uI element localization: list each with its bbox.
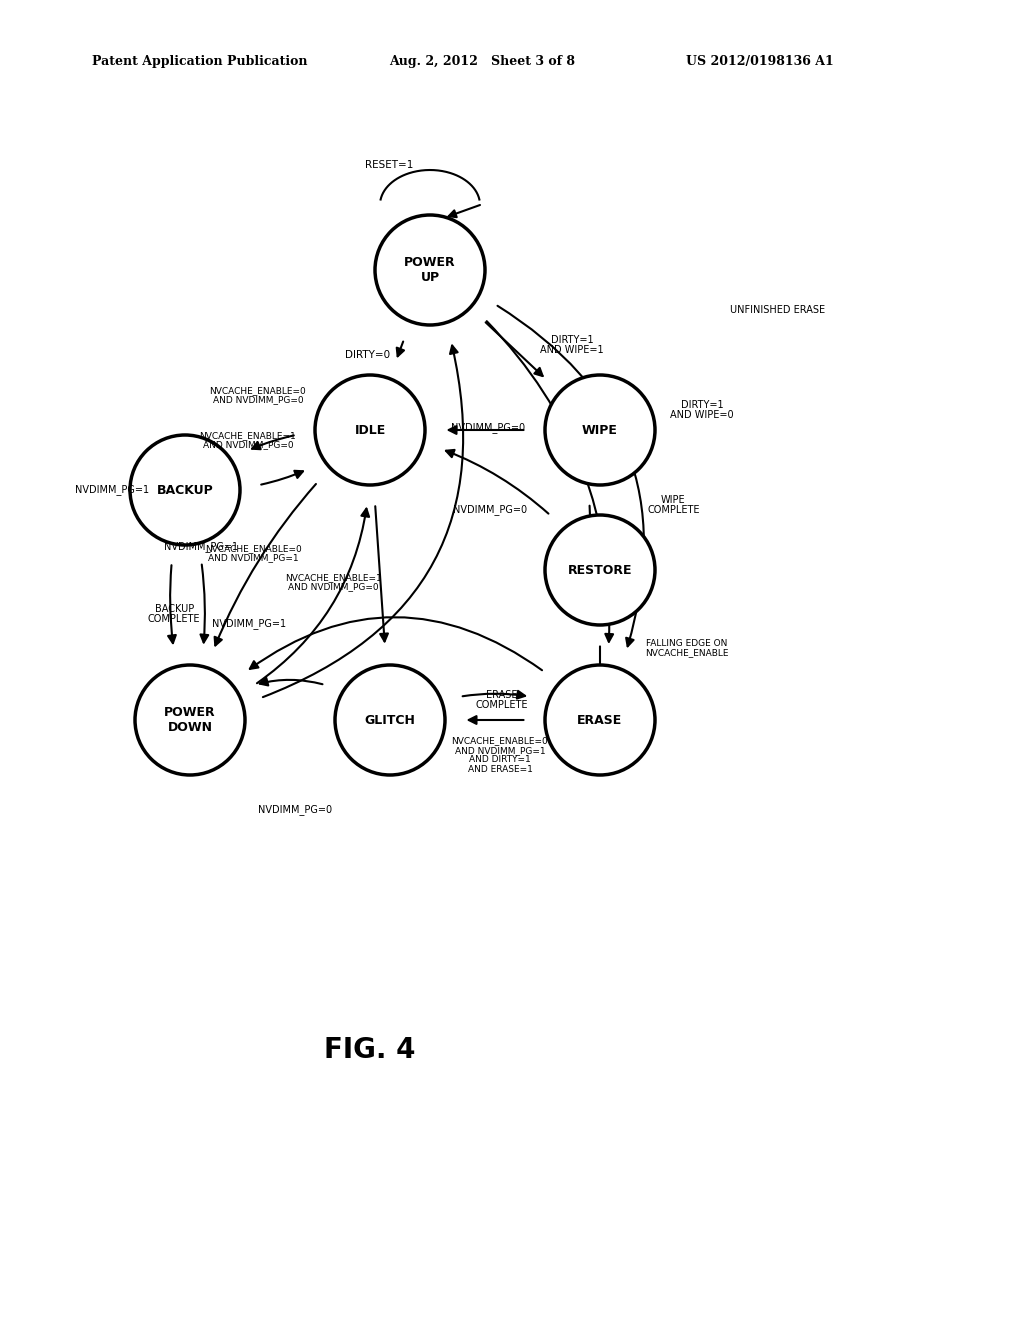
Text: DIRTY=0: DIRTY=0 — [345, 350, 390, 360]
Text: UNFINISHED ERASE: UNFINISHED ERASE — [730, 305, 825, 315]
Text: NVCACHE_ENABLE=0
AND NVDIMM_PG=1: NVCACHE_ENABLE=0 AND NVDIMM_PG=1 — [205, 544, 301, 562]
Text: BACKUP
COMPLETE: BACKUP COMPLETE — [148, 603, 201, 624]
Text: Patent Application Publication: Patent Application Publication — [92, 55, 307, 69]
Text: BACKUP: BACKUP — [157, 483, 213, 496]
Circle shape — [375, 215, 485, 325]
Text: FIG. 4: FIG. 4 — [325, 1036, 416, 1064]
Text: NVDIMM_PG=1: NVDIMM_PG=1 — [212, 619, 286, 630]
Circle shape — [135, 665, 245, 775]
Text: DIRTY=1
AND WIPE=1: DIRTY=1 AND WIPE=1 — [540, 334, 603, 355]
Text: NVCACHE_ENABLE=1
AND NVDIMM_PG=0: NVCACHE_ENABLE=1 AND NVDIMM_PG=0 — [286, 573, 382, 591]
Circle shape — [545, 515, 655, 624]
Text: NVDIMM_PG=1: NVDIMM_PG=1 — [75, 484, 150, 495]
Text: RESET=1: RESET=1 — [365, 160, 414, 170]
Text: GLITCH: GLITCH — [365, 714, 416, 726]
Circle shape — [130, 436, 240, 545]
Text: NVCACHE_ENABLE=1
AND NVDIMM_PG=0: NVCACHE_ENABLE=1 AND NVDIMM_PG=0 — [200, 430, 296, 449]
Text: NVCACHE_ENABLE=0
AND NVDIMM_PG=1
AND DIRTY=1
AND ERASE=1: NVCACHE_ENABLE=0 AND NVDIMM_PG=1 AND DIR… — [452, 737, 549, 774]
Text: WIPE: WIPE — [582, 424, 617, 437]
Text: IDLE: IDLE — [354, 424, 386, 437]
Text: ERASE: ERASE — [578, 714, 623, 726]
Text: NVCACHE_ENABLE=0
AND NVDIMM_PG=0: NVCACHE_ENABLE=0 AND NVDIMM_PG=0 — [210, 385, 306, 404]
Text: US 2012/0198136 A1: US 2012/0198136 A1 — [686, 55, 834, 69]
Text: NVDIMM_PG=0: NVDIMM_PG=0 — [258, 805, 332, 816]
Text: POWER
UP: POWER UP — [404, 256, 456, 284]
Text: DIRTY=1
AND WIPE=0: DIRTY=1 AND WIPE=0 — [670, 400, 733, 420]
Circle shape — [315, 375, 425, 484]
Text: RESTORE: RESTORE — [567, 564, 632, 577]
Text: NVDIMM_PG=0: NVDIMM_PG=0 — [451, 422, 525, 433]
Circle shape — [545, 665, 655, 775]
Circle shape — [545, 375, 655, 484]
Text: ERASE
COMPLETE: ERASE COMPLETE — [476, 689, 528, 710]
Text: FALLING EDGE ON
NVCACHE_ENABLE: FALLING EDGE ON NVCACHE_ENABLE — [645, 639, 728, 657]
Text: Aug. 2, 2012   Sheet 3 of 8: Aug. 2, 2012 Sheet 3 of 8 — [389, 55, 575, 69]
Text: POWER
DOWN: POWER DOWN — [164, 706, 216, 734]
Circle shape — [335, 665, 445, 775]
Text: NVDIMM_PG=0: NVDIMM_PG=0 — [453, 504, 527, 515]
Text: WIPE
COMPLETE: WIPE COMPLETE — [647, 495, 699, 515]
Text: NVDIMM_PG=1: NVDIMM_PG=1 — [164, 541, 238, 553]
